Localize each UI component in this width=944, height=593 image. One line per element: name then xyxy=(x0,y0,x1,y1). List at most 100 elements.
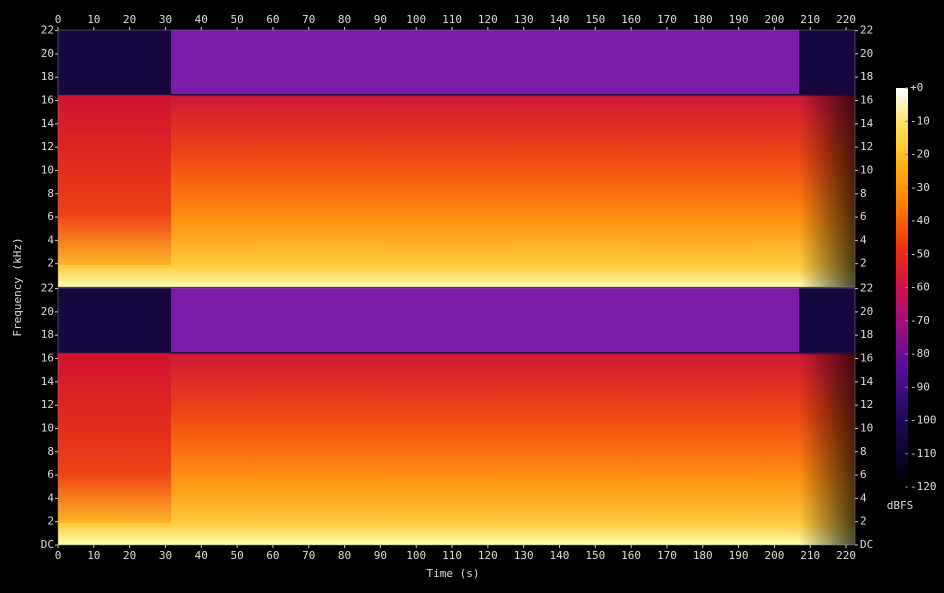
x-tick-label: 200 xyxy=(764,549,784,562)
x-tick-label-top: 20 xyxy=(123,13,136,26)
x-tick-label-top: 180 xyxy=(693,13,713,26)
x-tick-label-top: 190 xyxy=(729,13,749,26)
x-tick-label-top: 10 xyxy=(87,13,100,26)
x-tick-label: 120 xyxy=(478,549,498,562)
y-tick-label: 10 xyxy=(41,421,54,434)
y-tick-label-right: 8 xyxy=(860,187,867,200)
y-tick-label: 12 xyxy=(41,398,54,411)
x-tick-label: 180 xyxy=(693,549,713,562)
spectrogram-image xyxy=(58,30,855,545)
y-tick-label: DC xyxy=(41,538,54,551)
x-tick-label-top: 40 xyxy=(195,13,208,26)
x-tick-label: 220 xyxy=(836,549,856,562)
plot-frame xyxy=(57,29,856,288)
y-tick-label: 20 xyxy=(41,47,54,60)
x-tick-label: 40 xyxy=(195,549,208,562)
x-tick-label-top: 120 xyxy=(478,13,498,26)
x-tick-label: 90 xyxy=(374,549,387,562)
colorbar-tick-label: -90 xyxy=(910,380,930,393)
y-tick-label-right: 8 xyxy=(860,445,867,458)
x-tick-label-top: 200 xyxy=(764,13,784,26)
x-tick-label: 0 xyxy=(55,549,62,562)
x-tick-label-top: 160 xyxy=(621,13,641,26)
x-tick-label-top: 170 xyxy=(657,13,677,26)
x-axis-label: Time (s) xyxy=(427,567,480,580)
y-tick-label: 10 xyxy=(41,163,54,176)
y-tick-label: 2 xyxy=(47,515,54,528)
y-tick-label: 6 xyxy=(47,210,54,223)
x-tick-label-top: 50 xyxy=(230,13,243,26)
x-tick-label-top: 110 xyxy=(442,13,462,26)
y-tick-label: 4 xyxy=(47,233,54,246)
x-tick-label: 100 xyxy=(406,549,426,562)
y-tick-label: 16 xyxy=(41,94,54,107)
x-tick-label: 60 xyxy=(266,549,279,562)
x-tick-label-top: 90 xyxy=(374,13,387,26)
x-tick-label: 80 xyxy=(338,549,351,562)
x-tick-label: 170 xyxy=(657,549,677,562)
y-tick-label-right: 20 xyxy=(860,47,873,60)
y-axis-label: Frequency (kHz) xyxy=(11,237,24,336)
colorbar-tick-label: -120 xyxy=(910,480,937,493)
y-tick-label-right: 22 xyxy=(860,282,873,295)
y-tick-label-right: 10 xyxy=(860,421,873,434)
colorbar-tick-label: -10 xyxy=(910,114,930,127)
y-tick-label: 8 xyxy=(47,445,54,458)
x-tick-label-top: 130 xyxy=(514,13,534,26)
x-tick-label-top: 150 xyxy=(585,13,605,26)
x-tick-label-top: 30 xyxy=(159,13,172,26)
x-tick-label: 70 xyxy=(302,549,315,562)
x-tick-label: 190 xyxy=(729,549,749,562)
x-tick-label: 30 xyxy=(159,549,172,562)
colorbar-tick-label: -60 xyxy=(910,281,930,294)
y-tick-label-right: 22 xyxy=(860,24,873,37)
x-tick-label-top: 210 xyxy=(800,13,820,26)
y-tick-label: 12 xyxy=(41,140,54,153)
colorbar-tick-label: -30 xyxy=(910,181,930,194)
x-tick-label: 150 xyxy=(585,549,605,562)
x-tick-label: 130 xyxy=(514,549,534,562)
x-tick-label-top: 60 xyxy=(266,13,279,26)
x-tick-label: 140 xyxy=(550,549,570,562)
y-tick-label-right: 16 xyxy=(860,94,873,107)
y-tick-label-right: 18 xyxy=(860,328,873,341)
y-tick-label: 2 xyxy=(47,257,54,270)
y-tick-label-right: 18 xyxy=(860,70,873,83)
y-tick-label-right: 12 xyxy=(860,398,873,411)
x-tick-label: 210 xyxy=(800,549,820,562)
colorbar-tick-label: -20 xyxy=(910,148,930,161)
y-tick-label-right: 14 xyxy=(860,117,874,130)
x-tick-label-top: 0 xyxy=(55,13,62,26)
y-tick-label: 16 xyxy=(41,352,54,365)
colorbar-tick-label: +0 xyxy=(910,81,923,94)
colorbar-tick-label: -110 xyxy=(910,447,937,460)
y-tick-label-right: 4 xyxy=(860,491,867,504)
y-tick-label: 14 xyxy=(41,375,55,388)
y-tick-label-right: 16 xyxy=(860,352,873,365)
y-tick-label-right: 2 xyxy=(860,515,867,528)
x-tick-label-top: 70 xyxy=(302,13,315,26)
colorbar-label: dBFS xyxy=(887,499,914,512)
y-tick-label-right: 10 xyxy=(860,163,873,176)
y-tick-label-right: DC xyxy=(860,538,873,551)
y-tick-label: 22 xyxy=(41,24,54,37)
x-tick-label-top: 140 xyxy=(550,13,570,26)
y-tick-label: 6 xyxy=(47,468,54,481)
colorbar-tick-label: -50 xyxy=(910,247,930,260)
y-tick-label-right: 4 xyxy=(860,233,867,246)
x-tick-label-top: 100 xyxy=(406,13,426,26)
x-tick-label: 160 xyxy=(621,549,641,562)
y-tick-label: 20 xyxy=(41,305,54,318)
y-tick-label-right: 6 xyxy=(860,210,867,223)
colorbar-tick-label: -100 xyxy=(910,414,937,427)
y-tick-label: 18 xyxy=(41,328,54,341)
y-tick-label-right: 20 xyxy=(860,305,873,318)
y-tick-label: 14 xyxy=(41,117,55,130)
y-tick-label-right: 2 xyxy=(860,257,867,270)
x-tick-label: 110 xyxy=(442,549,462,562)
x-tick-label-top: 220 xyxy=(836,13,856,26)
y-tick-label-right: 6 xyxy=(860,468,867,481)
y-tick-label-right: 12 xyxy=(860,140,873,153)
